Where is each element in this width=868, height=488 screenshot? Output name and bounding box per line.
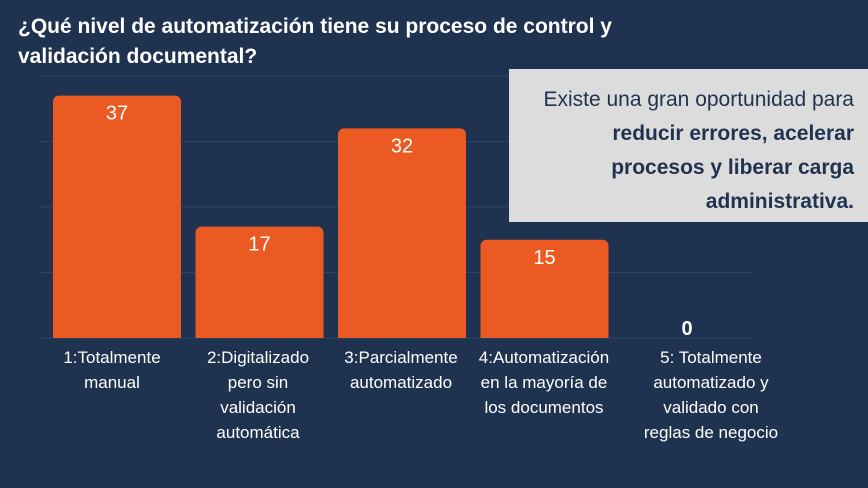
data-label: 17 xyxy=(248,234,270,256)
insight-callout: Existe una gran oportunidad para reducir… xyxy=(509,69,868,222)
data-label: 32 xyxy=(391,135,413,157)
bar-base xyxy=(480,330,609,338)
data-label: 37 xyxy=(106,103,128,125)
data-label: 0 xyxy=(681,318,692,340)
x-tick-label: 3:Parcialmente automatizado xyxy=(344,348,458,392)
x-tick-label: 2:Digitalizado pero sin validación autom… xyxy=(206,348,310,442)
callout-plain-text: Existe una gran oportunidad para xyxy=(543,88,854,111)
bar-base xyxy=(53,330,181,338)
x-tick-label: 1:Totalmente manual xyxy=(63,348,161,392)
x-tick-label: 4:Automatización en la mayoría de los do… xyxy=(478,348,610,417)
bar xyxy=(480,239,609,338)
x-tick-label: 5: Totalmente automatizado y validado co… xyxy=(643,348,779,442)
data-label: 15 xyxy=(533,247,555,269)
bar-base xyxy=(338,330,466,338)
bar-base xyxy=(195,330,324,338)
bar xyxy=(195,226,324,338)
bar xyxy=(338,128,466,338)
bar xyxy=(53,95,181,339)
chart-title: ¿Qué nivel de automatización tiene su pr… xyxy=(18,15,612,68)
callout-bold-text: reducir errores, acelerar procesos y lib… xyxy=(611,122,854,213)
